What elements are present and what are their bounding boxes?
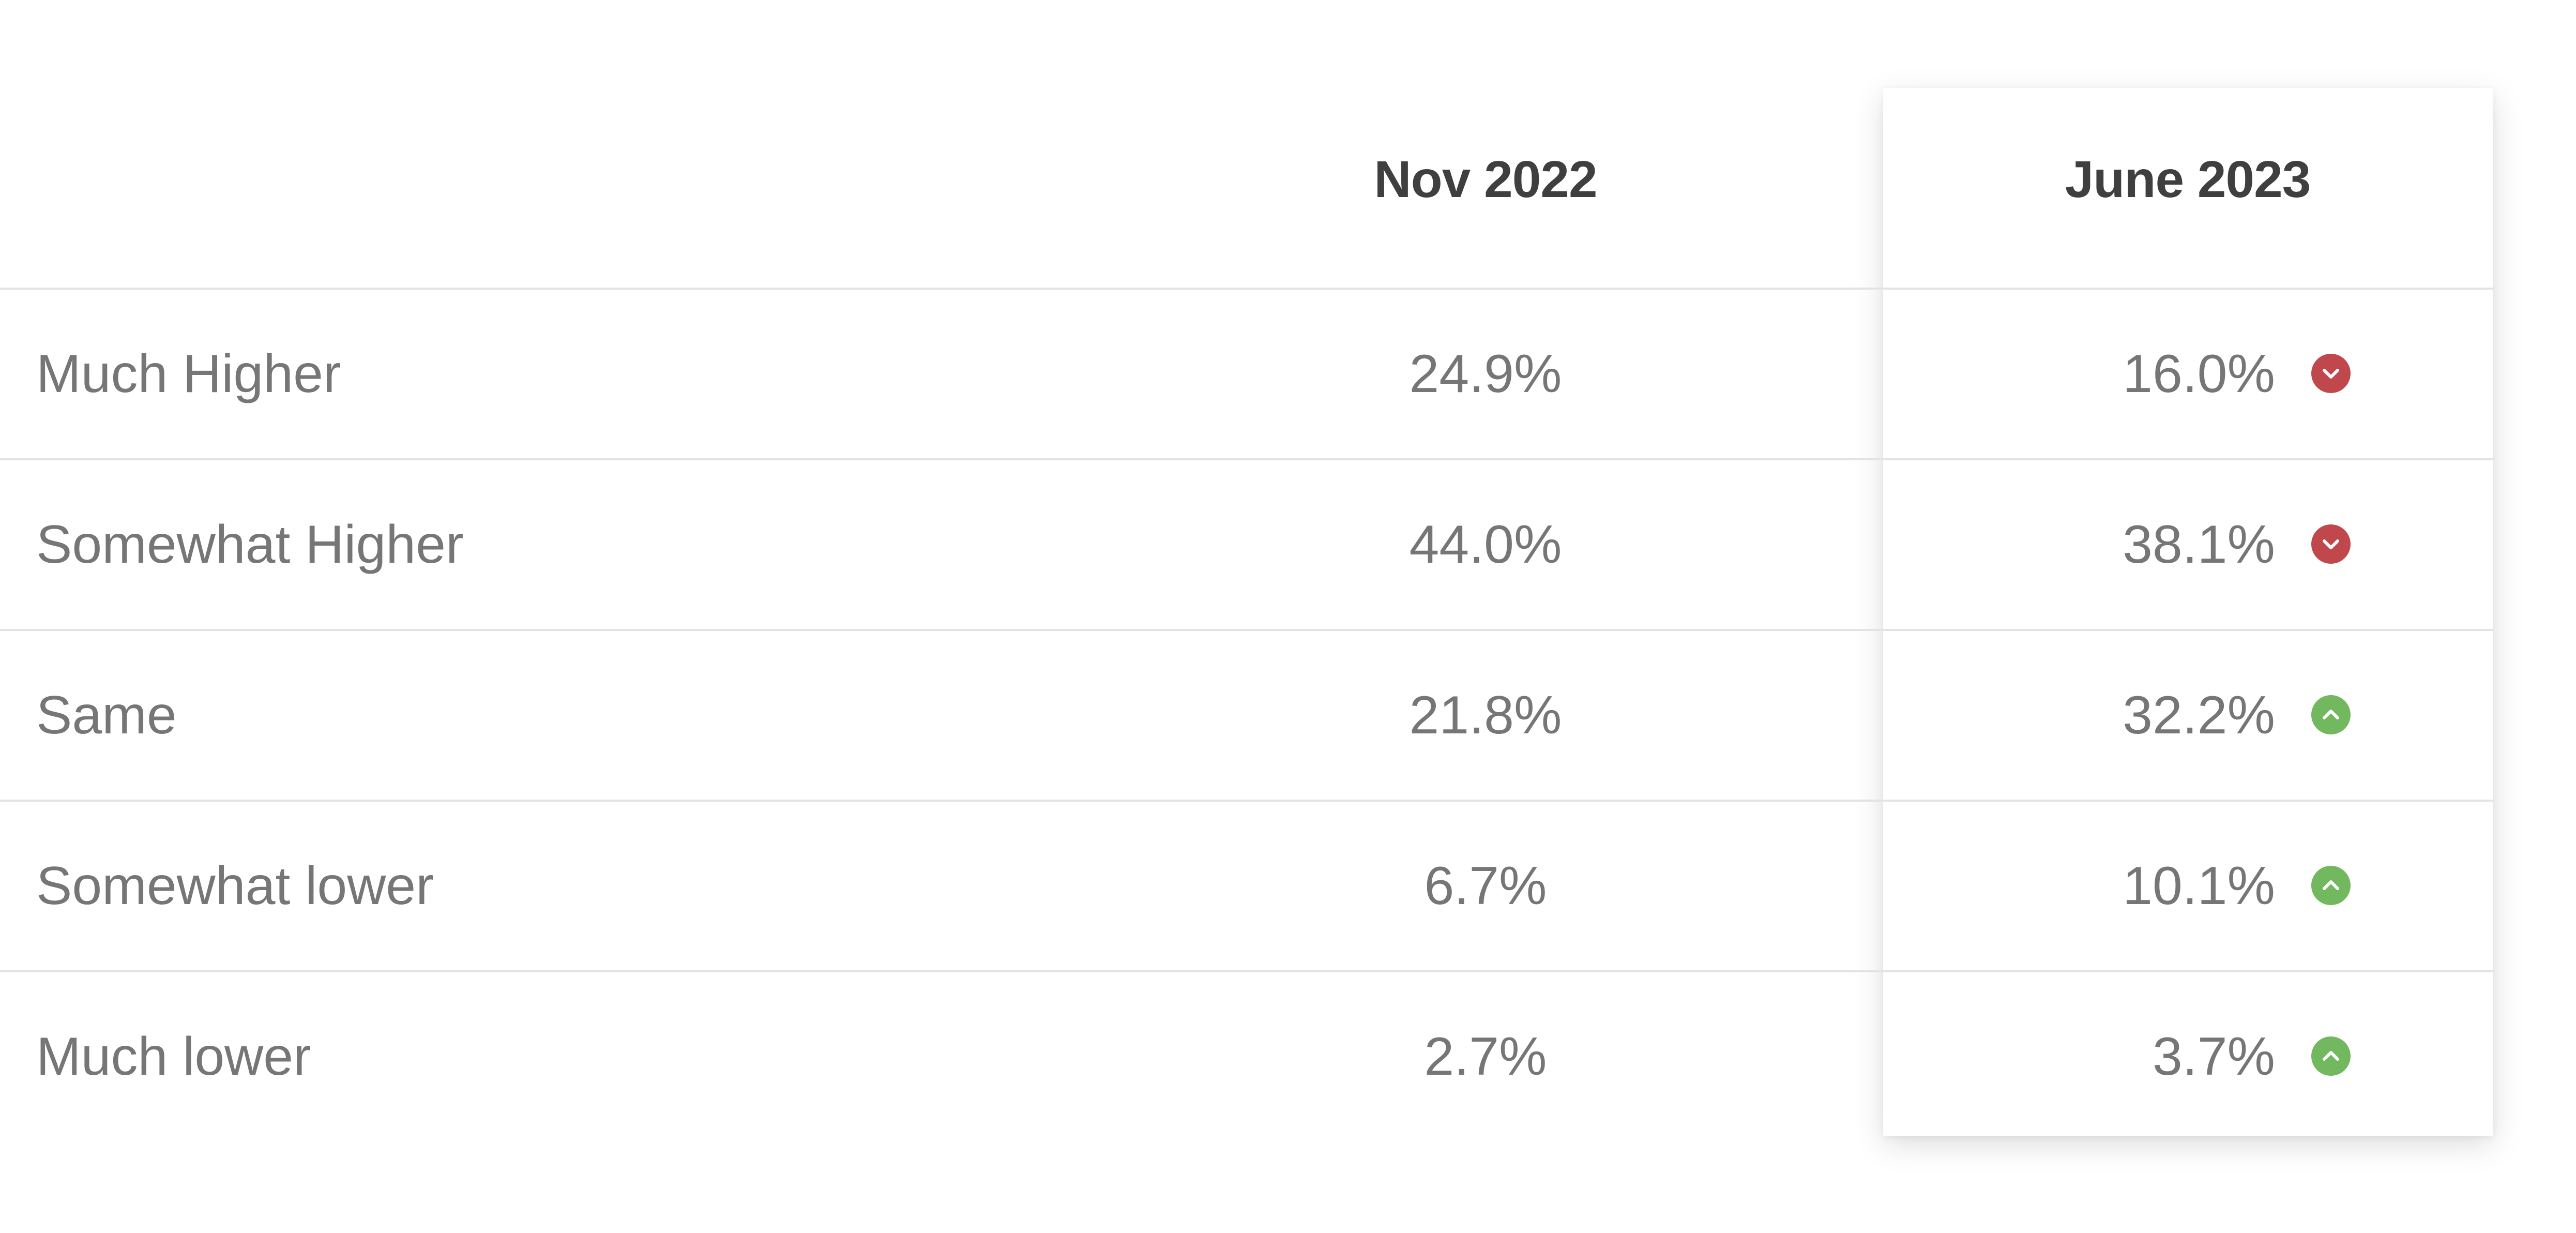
row-label: Somewhat lower — [36, 856, 434, 916]
cell-nov-2022: 44.0% — [1409, 515, 1562, 575]
chevron-up-icon — [2311, 695, 2351, 734]
row-label: Same — [36, 685, 177, 745]
column-header-june-2023: June 2023 — [2065, 151, 2311, 208]
cell-nov-2022: 6.7% — [1424, 856, 1547, 916]
cell-nov-2022: 2.7% — [1424, 1027, 1547, 1087]
cell-june-2023: 3.7% — [2152, 1027, 2275, 1087]
cell-june-2023: 10.1% — [2123, 856, 2275, 916]
chevron-down-icon — [2311, 354, 2351, 393]
cell-nov-2022: 21.8% — [1409, 685, 1562, 745]
table-row: Same 21.8% 32.2% — [0, 631, 2493, 800]
cell-nov-2022: 24.9% — [1409, 344, 1562, 404]
column-header-nov-2022: Nov 2022 — [1374, 151, 1597, 208]
row-divider — [0, 629, 2493, 631]
row-label: Much Higher — [36, 344, 341, 404]
row-label: Somewhat Higher — [36, 515, 464, 575]
table-row: Much lower 2.7% 3.7% — [0, 972, 2493, 1141]
header-divider — [0, 288, 2493, 290]
cell-june-2023: 16.0% — [2123, 344, 2275, 404]
chevron-up-icon — [2311, 1036, 2351, 1076]
table-row: Somewhat lower 6.7% 10.1% — [0, 802, 2493, 970]
cell-june-2023: 32.2% — [2123, 685, 2275, 745]
highlighted-column-card — [1883, 88, 2493, 1136]
table-header: Nov 2022 June 2023 — [0, 0, 2493, 288]
table-row: Somewhat Higher 44.0% 38.1% — [0, 460, 2493, 629]
row-divider — [0, 458, 2493, 460]
table-row: Much Higher 24.9% 16.0% — [0, 290, 2493, 458]
chevron-up-icon — [2311, 866, 2351, 905]
row-divider — [0, 970, 2493, 972]
chevron-down-icon — [2311, 524, 2351, 564]
cell-june-2023: 38.1% — [2123, 515, 2275, 575]
row-divider — [0, 800, 2493, 802]
row-label: Much lower — [36, 1027, 311, 1087]
